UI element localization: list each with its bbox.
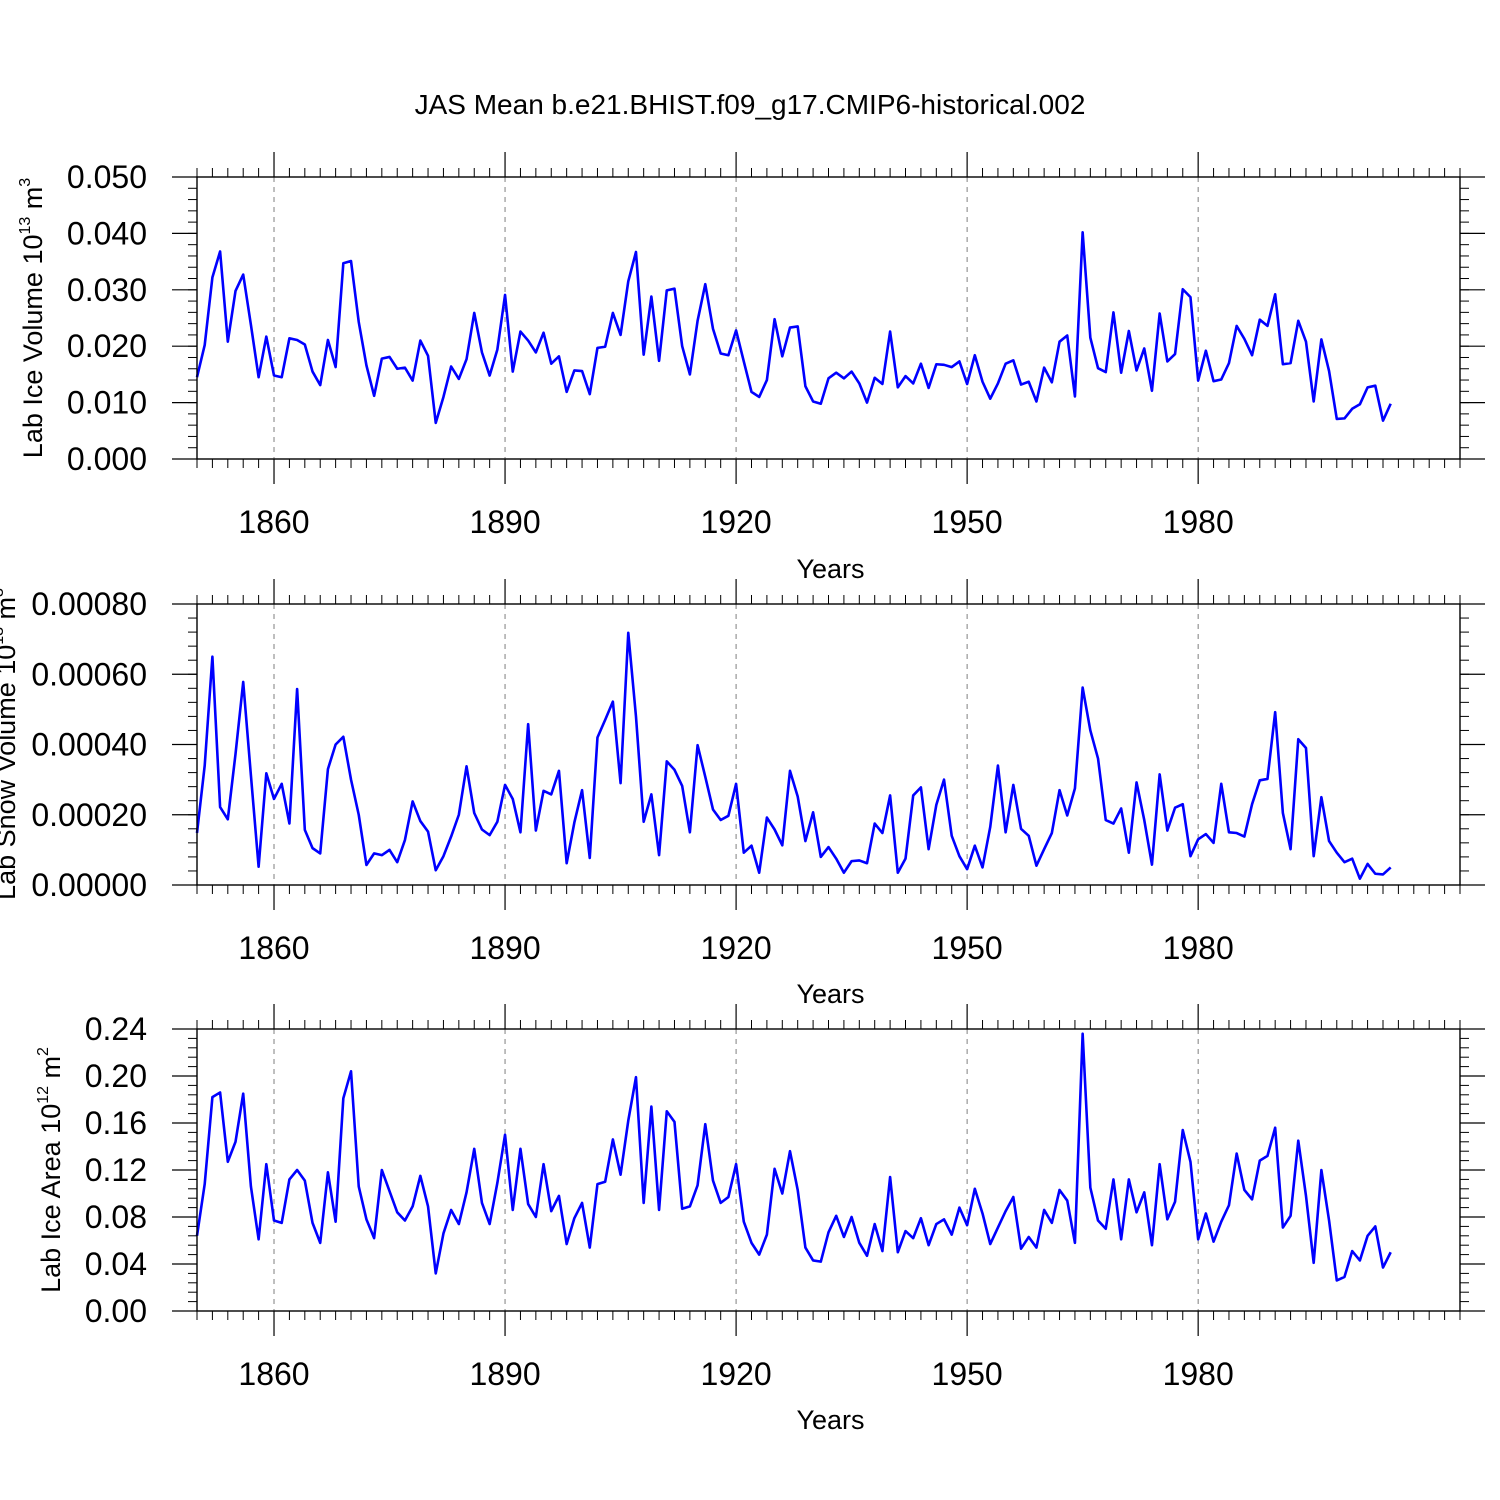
snow-volume-y-tick-label: 0.00040 <box>31 727 147 763</box>
ice-volume-y-tick-label: 0.010 <box>67 385 147 421</box>
snow-volume-y-tick-label: 0.00080 <box>31 586 147 622</box>
ice-area-x-tick-label: 1920 <box>700 1356 771 1392</box>
ice-volume-x-tick-label: 1950 <box>932 504 1003 540</box>
ice-volume-y-axis-label-unit: m <box>18 187 48 217</box>
ice-area-y-axis-label-exponent: 12 <box>35 1086 52 1104</box>
ice-volume-x-tick-label: 1980 <box>1163 504 1234 540</box>
ice-volume-y-tick-label: 0.040 <box>67 215 147 251</box>
panel-lab-ice-volume: 0.000 0.010 0.020 0.030 0.040 0.050 1860 1890 19… <box>17 152 1485 584</box>
snow-volume-y-axis-label-exponent: 13 <box>0 627 7 645</box>
ice-volume-y-axis-label-exponent: 13 <box>17 217 34 235</box>
ice-volume-y-tick-label: 0.030 <box>67 272 147 308</box>
ice-volume-x-axis-label: Years <box>796 554 864 584</box>
ice-area-x-tick-label: 1980 <box>1163 1356 1234 1392</box>
ice-area-y-axis-label-unit: m <box>36 1056 66 1086</box>
ice-area-x-tick-label: 1860 <box>238 1356 309 1392</box>
snow-volume-x-tick-label: 1860 <box>238 930 309 966</box>
panel-lab-ice-area: 0.00 0.04 0.08 0.12 0.16 0.20 0.24 1860 1890 1920… <box>35 1004 1485 1435</box>
ice-area-y-axis-label-unit-exponent: 2 <box>35 1047 52 1056</box>
ice-volume-x-tick-label: 1920 <box>700 504 771 540</box>
ice-area-x-tick-label: 1950 <box>932 1356 1003 1392</box>
panel-lab-snow-volume: 0.00000 0.00020 0.00040 0.00060 0.00080 1860 1… <box>0 579 1485 1009</box>
ice-area-y-axis-label: Lab Ice Area 1012 m2 <box>35 1047 66 1293</box>
ice-volume-series-line <box>195 230 1392 425</box>
ice-volume-y-tick-label: 0.050 <box>67 159 147 195</box>
ice-area-series-line <box>195 1032 1392 1282</box>
snow-volume-x-tick-label: 1920 <box>700 930 771 966</box>
snow-volume-series-line <box>195 631 1392 880</box>
snow-volume-x-tick-label: 1890 <box>469 930 540 966</box>
ice-area-x-tick-label: 1890 <box>469 1356 540 1392</box>
snow-volume-y-tick-label: 0.00000 <box>31 867 147 903</box>
ice-area-y-tick-label: 0.12 <box>85 1152 147 1188</box>
snow-volume-y-tick-label: 0.00020 <box>31 797 147 833</box>
snow-volume-y-axis-label-unit-exponent: 3 <box>0 588 7 597</box>
ice-volume-y-axis-label: Lab Ice Volume 1013 m3 <box>17 178 48 458</box>
snow-volume-y-tick-label: 0.00060 <box>31 656 147 692</box>
ice-area-y-tick-label: 0.24 <box>85 1011 147 1047</box>
ice-area-y-axis-label-main: Lab Ice Area 10 <box>36 1104 66 1293</box>
ice-volume-y-tick-label: 0.000 <box>67 441 147 477</box>
ice-area-y-tick-label: 0.16 <box>85 1105 147 1141</box>
snow-volume-x-tick-label: 1980 <box>1163 930 1234 966</box>
ice-area-y-tick-label: 0.00 <box>85 1293 147 1329</box>
ice-volume-y-tick-label: 0.020 <box>67 328 147 364</box>
ice-area-x-axis-label: Years <box>796 1405 864 1435</box>
ice-area-y-tick-label: 0.08 <box>85 1199 147 1235</box>
snow-volume-x-tick-label: 1950 <box>932 930 1003 966</box>
ice-area-y-tick-label: 0.20 <box>85 1058 147 1094</box>
snow-volume-x-axis-label: Years <box>796 979 864 1009</box>
ice-volume-x-tick-label: 1860 <box>238 504 309 540</box>
ice-volume-y-axis-label-main: Lab Ice Volume 10 <box>18 235 48 459</box>
ice-area-y-tick-label: 0.04 <box>85 1246 147 1282</box>
figure-title: JAS Mean b.e21.BHIST.f09_g17.CMIP6-histo… <box>415 89 1086 120</box>
ice-volume-y-axis-label-unit-exponent: 3 <box>17 178 34 187</box>
snow-volume-y-axis-label-unit: m <box>0 597 21 627</box>
snow-volume-y-axis-label-main: Lab Snow Volume 10 <box>0 645 21 900</box>
snow-volume-y-axis-label: Lab Snow Volume 1013 m3 <box>0 588 21 900</box>
ice-volume-x-tick-label: 1890 <box>469 504 540 540</box>
